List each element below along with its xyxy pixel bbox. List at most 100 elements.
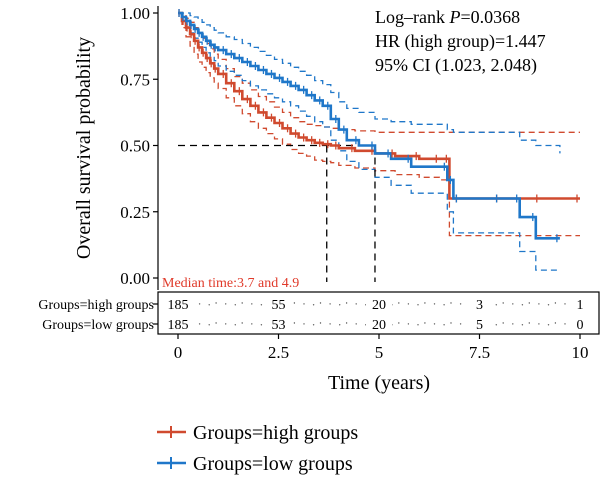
risk-row-dot [339,324,341,326]
y-tick-label: 0.75 [120,70,150,89]
risk-count: 185 [168,298,189,313]
legend: Groups=high groups Groups=low groups [157,422,358,475]
risk-row-dot [312,324,315,326]
ci-annotation: 95% CI (1.023, 2.048) [375,55,537,76]
median-guide-layer [178,144,376,282]
y-axis-ticks: 0.00 0.25 0.50 0.75 1.00 [120,4,158,288]
risk-row-dot [547,304,550,306]
risk-row-dot [564,303,566,305]
risk-row-dot [433,303,436,305]
median-time-annotation: Median time:3.7 and 4.9 [162,276,299,291]
risk-row-dot [312,304,315,306]
y-tick-label: 0.00 [120,269,150,288]
risk-row-dot [398,322,400,324]
censor-mark-layer [178,9,578,243]
x-axis-label: Time (years) [328,372,430,394]
risk-row-dot [538,303,540,305]
risk-row-dot [554,302,557,304]
risk-table: Groups=high groups 185 55 20 3 1 Groups=low gr… [38,296,593,333]
risk-row-dot [355,303,357,305]
risk-row-dot [528,322,530,324]
risk-row-dot [528,302,530,304]
risk-row-dot [443,304,445,306]
y-tick-label: 0.25 [120,203,150,222]
risk-row-dot [495,304,497,306]
risk-row-dot [459,303,462,305]
risk-count: 5 [476,318,483,333]
risk-row-dot [512,303,514,305]
risk-row-dot [293,302,296,304]
risk-row-dot [424,302,426,304]
risk-row-dot [241,302,243,304]
risk-row-dot [554,322,557,324]
risk-row-dot [450,322,452,324]
risk-row-dot [329,303,331,305]
risk-row-dot [198,323,201,325]
risk-row-dot [319,322,322,324]
risk-count-bg [265,296,292,310]
risk-count-bg [466,316,493,330]
risk-row-dot [208,304,210,306]
risk-count: 20 [372,318,386,333]
risk-count: 185 [168,318,189,333]
risk-row-dot [339,304,341,306]
risk-row-dot [424,322,426,324]
risk-row-dot [407,303,410,305]
risk-row-dot [215,322,217,324]
risk-row-dot [303,323,305,325]
legend-label: Groups=low groups [193,453,353,475]
risk-count: 20 [372,298,386,313]
risk-row-dot [417,304,419,306]
x-tick-label: 5 [375,343,384,362]
risk-row-dot [303,303,305,305]
risk-row-dot [345,322,348,324]
risk-row-dot [407,323,410,325]
risk-row-dot [433,323,436,325]
risk-row-dot [512,323,514,325]
x-axis-ticks: 0 2.5 5 7.5 10 [174,334,589,362]
risk-row-dot [234,304,236,306]
risk-row-dot [329,323,331,325]
risk-count-bg [366,296,392,310]
risk-row-dot [521,324,524,326]
y-tick-label: 1.00 [120,4,150,23]
risk-count-bg [366,316,392,330]
risk-count-bg [567,316,593,330]
risk-row-dot [319,302,322,304]
risk-row-dot [495,324,497,326]
risk-count-bg [466,296,493,310]
risk-row-dot [198,303,201,305]
ci-lower-low [178,12,560,271]
risk-count-bg [165,296,191,310]
plot-area [178,9,580,282]
x-tick-label: 0 [174,343,183,362]
risk-row-dot [547,324,550,326]
risk-row-dot [215,302,217,304]
risk-row-dot [443,324,445,326]
risk-row-dot [260,304,263,306]
y-axis-label: Overall survival probability [73,37,95,259]
x-tick-label: 10 [572,343,589,362]
risk-row-dot [251,303,253,305]
risk-row-dot [251,323,253,325]
risk-row-dot [293,322,296,324]
risk-row-label: Groups=high groups [38,298,154,313]
risk-count: 0 [577,318,584,333]
risk-count: 3 [476,298,483,313]
hr-annotation: HR (high group)=1.447 [375,31,546,52]
ci-lower-high [178,12,580,237]
x-tick-label: 2.5 [268,343,289,362]
risk-row-label: Groups=low groups [42,318,154,333]
risk-row-dot [260,324,263,326]
x-tick-label: 7.5 [469,343,490,362]
risk-row-dot [502,302,504,304]
risk-row-dot [450,302,452,304]
risk-count-bg [165,316,191,330]
risk-row-dot [521,304,524,306]
risk-row-dot [345,302,348,304]
risk-count: 53 [272,318,286,333]
risk-row-dot [225,323,227,325]
ci-upper-low [178,12,561,154]
y-tick-label: 0.50 [120,137,150,156]
